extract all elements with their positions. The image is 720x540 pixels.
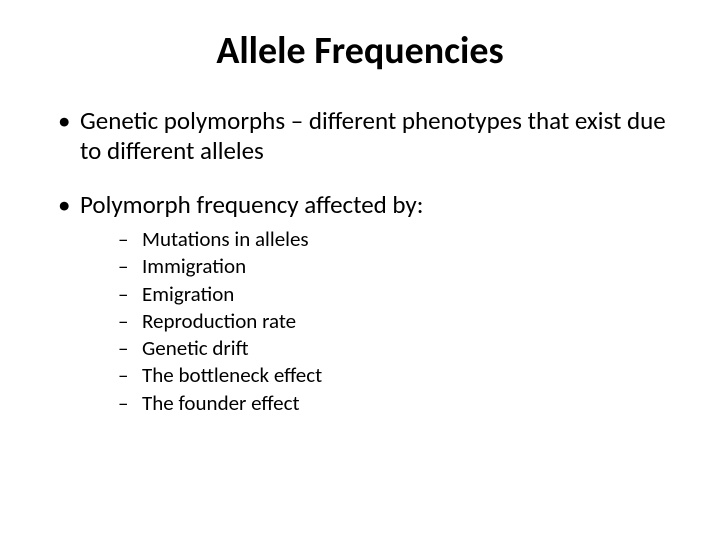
bullet-item: Genetic polymorphs – different phenotype…	[50, 106, 670, 166]
sub-bullet-text: Emigration	[142, 281, 234, 307]
sub-bullet-item: Mutations in alleles	[80, 226, 670, 253]
bullet-text: Polymorph frequency affected by:	[80, 189, 423, 220]
sub-bullet-text: Mutations in alleles	[142, 226, 309, 252]
main-bullet-list: Genetic polymorphs – different phenotype…	[50, 106, 670, 417]
sub-bullet-item: Genetic drift	[80, 335, 670, 362]
bullet-item: Polymorph frequency affected by: Mutatio…	[50, 190, 670, 417]
bullet-text: Genetic polymorphs – different phenotype…	[80, 105, 666, 166]
sub-bullet-text: The founder effect	[142, 390, 299, 416]
sub-bullet-text: Genetic drift	[142, 335, 249, 361]
sub-bullet-list: Mutations in alleles Immigration Emigrat…	[80, 226, 670, 417]
slide-title: Allele Frequencies	[50, 28, 670, 74]
sub-bullet-text: The bottleneck effect	[142, 362, 322, 388]
sub-bullet-item: Immigration	[80, 253, 670, 280]
sub-bullet-item: Emigration	[80, 281, 670, 308]
sub-bullet-text: Immigration	[142, 253, 246, 279]
sub-bullet-item: The bottleneck effect	[80, 362, 670, 389]
sub-bullet-item: The founder effect	[80, 390, 670, 417]
sub-bullet-text: Reproduction rate	[142, 308, 296, 334]
sub-bullet-item: Reproduction rate	[80, 308, 670, 335]
